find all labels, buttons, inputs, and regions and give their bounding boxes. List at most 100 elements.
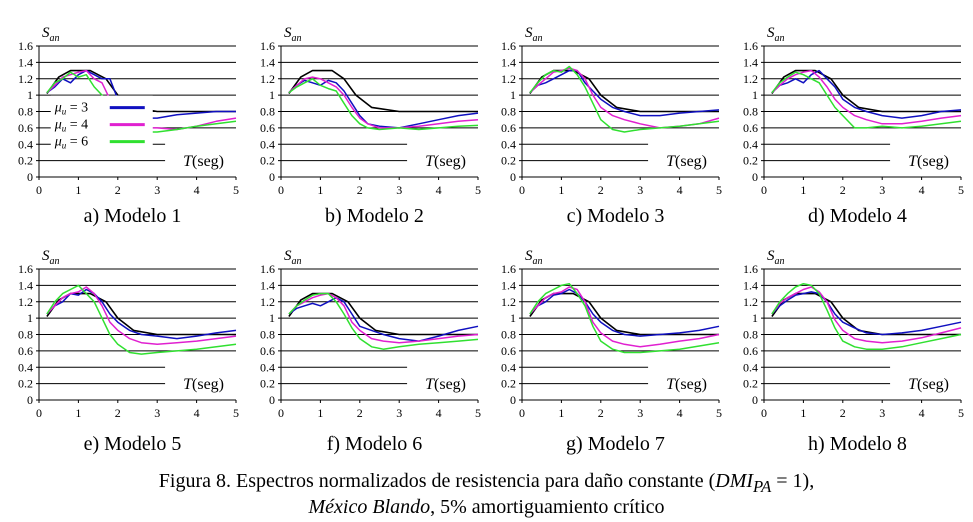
y-tick-label: 0.6 xyxy=(501,121,516,135)
y-tick-label: 1.2 xyxy=(260,72,275,86)
y-tick-label: 1 xyxy=(752,311,758,325)
y-tick-label: 0.8 xyxy=(743,105,758,119)
y-tick-label: 0.2 xyxy=(18,154,33,168)
x-tick-label: 4 xyxy=(436,183,442,197)
caption-dmi: DMI xyxy=(715,470,754,492)
series-mu3 xyxy=(771,291,962,336)
y-tick-label: 1 xyxy=(510,88,516,102)
y-tick-label: 0.6 xyxy=(18,121,33,135)
y-tick-label: 1.2 xyxy=(501,295,516,309)
y-tick-label: 0.4 xyxy=(260,360,275,374)
x-tick-label: 4 xyxy=(919,183,925,197)
x-tick-label: 5 xyxy=(475,183,481,197)
chart-6: 0 0.2 0.4 0.6 0.8 1 1.2 1.4 1.6 0 1 2 3 4 5 San T(seg) f)… xyxy=(260,248,481,455)
y-tick-label: 0 xyxy=(510,393,516,407)
x-tick-label: 1 xyxy=(558,183,564,197)
y-axis-label: San xyxy=(767,25,785,44)
series-target xyxy=(771,69,961,113)
caption-dmi-sub: PA xyxy=(753,477,772,496)
y-tick-label: 0.2 xyxy=(260,154,275,168)
y-tick-label: 1 xyxy=(510,311,516,325)
y-tick-label: 1.4 xyxy=(501,55,516,69)
x-axis-label: T(seg) xyxy=(183,376,224,393)
caption-line-2: México Blando, 5% amortiguamiento crític… xyxy=(0,495,973,519)
caption-suffix: = 1), xyxy=(771,470,815,492)
x-tick-label: 3 xyxy=(637,183,643,197)
y-tick-label: 0.2 xyxy=(743,377,758,391)
x-tick-label: 1 xyxy=(317,183,323,197)
series-mu4 xyxy=(529,286,720,348)
y-tick-label: 1 xyxy=(27,88,33,102)
y-tick-label: 1.4 xyxy=(260,55,275,69)
chart-7: 0 0.2 0.4 0.6 0.8 1 1.2 1.4 1.6 0 1 2 3 4 5 San T(seg) g)… xyxy=(501,248,722,455)
y-tick-label: 0.8 xyxy=(18,328,33,342)
x-tick-label: 4 xyxy=(194,406,200,420)
x-tick-label: 0 xyxy=(278,183,284,197)
series-mu6 xyxy=(529,65,720,133)
x-tick-label: 5 xyxy=(475,406,481,420)
x-tick-label: 2 xyxy=(357,183,363,197)
caption-location: México Blando xyxy=(308,496,431,518)
y-tick-label: 0.6 xyxy=(743,344,758,358)
x-axis-label: T(seg) xyxy=(666,153,707,170)
chart-3: 0 0.2 0.4 0.6 0.8 1 1.2 1.4 1.6 0 1 2 3 4 5 San T(seg) c)… xyxy=(501,25,722,227)
x-tick-label: 1 xyxy=(800,406,806,420)
y-tick-label: 0.4 xyxy=(501,137,516,151)
chart-title: b) Modelo 2 xyxy=(325,205,424,227)
y-tick-label: 0.4 xyxy=(501,360,516,374)
x-axis-label: T(seg) xyxy=(908,376,949,393)
y-axis-label: San xyxy=(42,25,60,44)
y-tick-label: 0.4 xyxy=(18,360,33,374)
y-tick-label: 0.6 xyxy=(18,344,33,358)
x-tick-label: 2 xyxy=(598,183,604,197)
x-tick-label: 1 xyxy=(558,406,564,420)
y-tick-label: 1 xyxy=(752,88,758,102)
chart-5: 0 0.2 0.4 0.6 0.8 1 1.2 1.4 1.6 0 1 2 3 4 5 San T(seg) e)… xyxy=(18,248,239,455)
series-target xyxy=(529,292,719,336)
caption-line-1: Figura 8. Espectros normalizados de resi… xyxy=(0,469,973,499)
y-tick-label: 0.2 xyxy=(18,377,33,391)
y-tick-label: 1 xyxy=(269,88,275,102)
x-tick-label: 3 xyxy=(879,406,885,420)
chart-title: g) Modelo 7 xyxy=(566,433,665,455)
y-axis-label: San xyxy=(42,248,60,267)
x-tick-label: 5 xyxy=(958,406,964,420)
x-tick-label: 0 xyxy=(278,406,284,420)
y-axis-label: San xyxy=(284,25,302,44)
x-axis-label: T(seg) xyxy=(425,153,466,170)
x-tick-label: 4 xyxy=(436,406,442,420)
y-tick-label: 0.8 xyxy=(260,105,275,119)
x-tick-label: 3 xyxy=(637,406,643,420)
x-tick-label: 1 xyxy=(75,183,81,197)
x-tick-label: 4 xyxy=(677,406,683,420)
y-tick-label: 1.6 xyxy=(743,262,758,276)
y-tick-label: 1.6 xyxy=(260,39,275,53)
x-tick-label: 0 xyxy=(761,406,767,420)
series-mu6 xyxy=(288,78,479,131)
y-tick-label: 0.8 xyxy=(501,105,516,119)
y-tick-label: 0.4 xyxy=(18,137,33,151)
y-tick-label: 0.4 xyxy=(260,137,275,151)
x-tick-label: 3 xyxy=(154,183,160,197)
chart-title: h) Modelo 8 xyxy=(808,433,907,455)
y-tick-label: 1.4 xyxy=(743,278,758,292)
y-tick-label: 0.6 xyxy=(260,344,275,358)
x-tick-label: 5 xyxy=(958,183,964,197)
series-mu6 xyxy=(771,282,962,350)
series-target xyxy=(288,292,478,336)
y-tick-label: 0 xyxy=(269,170,275,184)
y-tick-label: 0 xyxy=(510,170,516,184)
caption-prefix: Figura 8. Espectros normalizados de resi… xyxy=(158,470,716,492)
chart-2: 0 0.2 0.4 0.6 0.8 1 1.2 1.4 1.6 0 1 2 3 4 5 San T(seg) b)… xyxy=(260,25,481,227)
y-tick-label: 0 xyxy=(752,393,758,407)
y-tick-label: 0.4 xyxy=(743,360,758,374)
series-mu6 xyxy=(771,71,962,129)
y-tick-label: 0.4 xyxy=(743,137,758,151)
y-tick-label: 1.4 xyxy=(18,55,33,69)
x-tick-label: 2 xyxy=(115,406,121,420)
y-tick-label: 1 xyxy=(27,311,33,325)
x-tick-label: 3 xyxy=(396,183,402,197)
x-axis-label: T(seg) xyxy=(425,376,466,393)
y-tick-label: 0.8 xyxy=(18,105,33,119)
x-tick-label: 5 xyxy=(233,183,239,197)
